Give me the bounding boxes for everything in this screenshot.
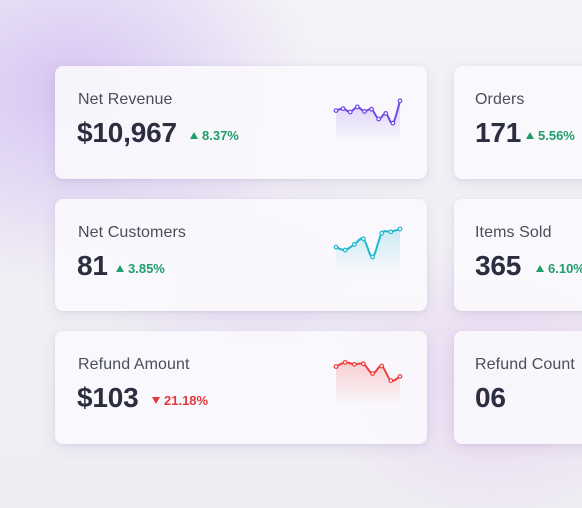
arrow-up-icon: [536, 265, 544, 272]
sparkline-chart: [333, 98, 403, 142]
metric-label: Net Customers: [78, 224, 186, 241]
metric-value: 171: [475, 117, 522, 148]
metric-change-value: 8.37%: [202, 128, 239, 143]
sparkline-point: [379, 363, 385, 369]
metric-label: Net Revenue: [78, 91, 173, 108]
sparkline-point: [390, 120, 396, 126]
sparkline-point: [340, 106, 346, 112]
metric-value: $103: [77, 382, 139, 413]
sparkline-point: [354, 104, 360, 110]
metric-change: 6.10%: [536, 261, 582, 276]
metric-change-value: 3.85%: [128, 261, 165, 276]
metric-card-refund-count[interactable]: Refund Count 06: [454, 331, 582, 444]
metric-card-net-customers[interactable]: Net Customers 81 3.85%: [55, 199, 427, 311]
sparkline-point: [397, 374, 403, 379]
sparkline-point: [370, 371, 375, 377]
sparkline-point: [333, 244, 339, 250]
sparkline-chart: [333, 360, 403, 405]
sparkline-point: [376, 116, 382, 122]
sparkline-point: [333, 108, 339, 114]
sparkline-line: [335, 99, 401, 125]
metric-change: 8.37%: [190, 128, 239, 143]
sparkline-point: [388, 378, 394, 384]
sparkline-point: [370, 254, 375, 260]
sparkline-point: [362, 109, 367, 114]
metric-value: 06: [475, 382, 506, 413]
arrow-up-icon: [116, 265, 124, 272]
metric-label: Orders: [475, 91, 525, 108]
metric-label: Items Sold: [475, 224, 552, 241]
metric-card-refund-amount[interactable]: Refund Amount $103 21.18%: [55, 331, 427, 444]
sparkline-point: [333, 364, 339, 369]
sparkline-point: [388, 229, 394, 235]
sparkline-area: [336, 362, 400, 405]
sparkline-point: [342, 247, 348, 253]
metric-value: 365: [475, 250, 522, 281]
metric-label: Refund Amount: [78, 356, 190, 373]
sparkline-point: [369, 106, 374, 112]
arrow-up-icon: [190, 132, 198, 139]
metric-change: 3.85%: [116, 261, 165, 276]
metric-card-orders[interactable]: Orders 171 5.56%: [454, 66, 582, 179]
metric-card-net-revenue[interactable]: Net Revenue $10,967 8.37%: [55, 66, 427, 179]
sparkline-point: [351, 361, 357, 367]
sparkline-point: [397, 226, 403, 232]
metric-change-value: 21.18%: [164, 393, 209, 408]
sparkline-point: [342, 360, 348, 365]
sparkline-point: [379, 230, 385, 236]
sparkline-point: [383, 111, 389, 116]
metric-card-items-sold[interactable]: Items Sold 365 6.10%: [454, 199, 582, 311]
metric-change: 21.18%: [152, 393, 208, 408]
metric-change: 5.56%: [526, 128, 575, 143]
metric-label: Refund Count: [475, 356, 575, 373]
sparkline-chart: [333, 226, 403, 273]
metric-value: $10,967: [77, 117, 177, 148]
sparkline-point: [397, 98, 403, 104]
metric-change-value: 5.56%: [538, 128, 575, 143]
arrow-down-icon: [152, 397, 160, 404]
sparkline-point: [347, 109, 353, 115]
arrow-up-icon: [526, 132, 534, 139]
sparkline-area: [336, 100, 400, 142]
metric-change-value: 6.10%: [548, 261, 582, 276]
sparkline-point: [361, 361, 366, 367]
sparkline-point: [351, 242, 357, 247]
metric-value: 81: [77, 250, 108, 281]
sparkline-point: [361, 236, 366, 242]
